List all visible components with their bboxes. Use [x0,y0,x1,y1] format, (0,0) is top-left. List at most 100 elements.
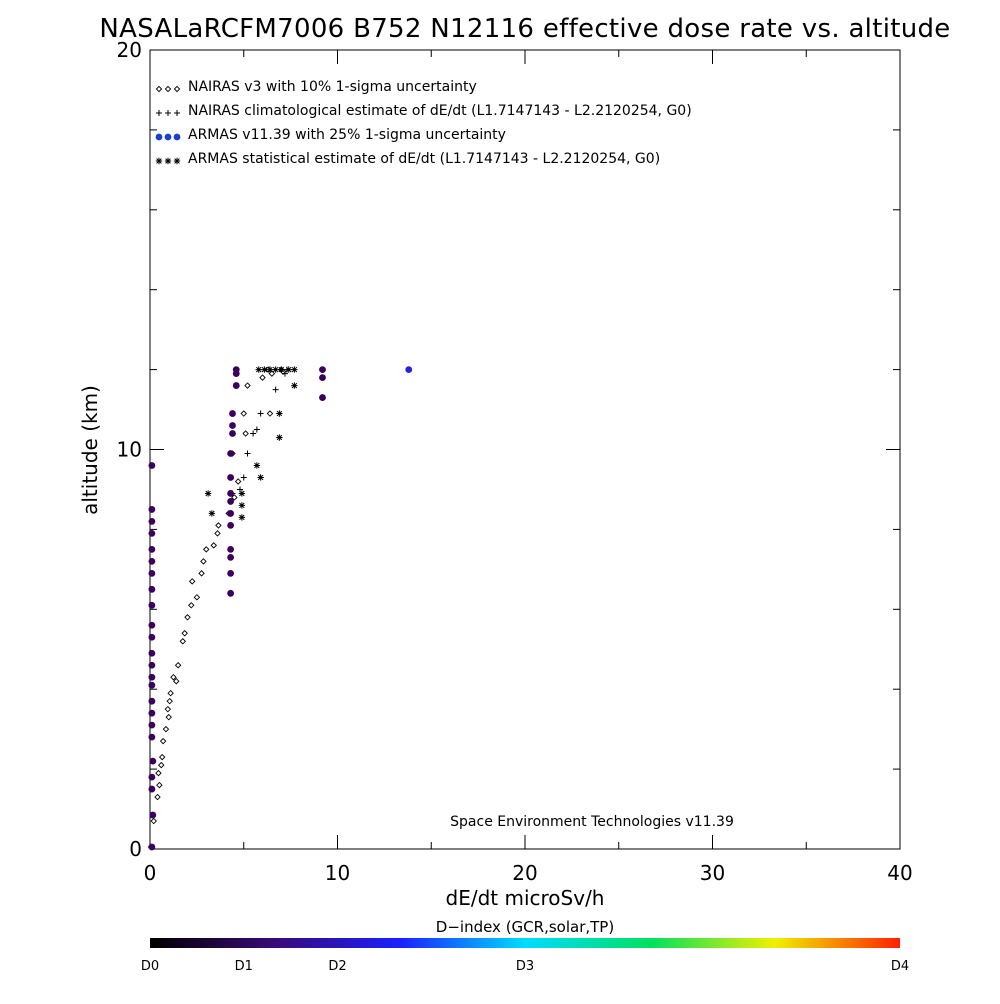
data-point [227,522,235,529]
data-point [227,569,235,577]
data-point [227,553,235,561]
data-point [227,545,235,553]
data-point [242,430,249,437]
data-point [255,366,262,373]
data-point [227,474,235,481]
data-point [227,498,235,505]
data-point [227,589,235,597]
data-point [203,546,210,553]
colorbar-ticks: D0 D1 D2 D3 D4 [141,959,909,974]
data-point [148,545,156,553]
data-point [188,578,196,585]
data-point [193,594,201,601]
data-point [282,370,288,377]
y-axis-ticks: 0 10 20 [117,38,900,861]
data-point [231,494,238,501]
legend-entry-label: NAIRAS v3 with 10% 1-sigma uncertainty [188,79,477,95]
legend-entry-label: ARMAS v11.39 with 25% 1-sigma uncertaint… [188,127,506,143]
data-point [405,366,413,373]
x-tick-label: 10 [325,861,350,885]
data-point [159,737,167,745]
data-point [232,366,240,373]
plot-frame [149,49,901,850]
y-tick-label: 20 [117,38,142,62]
data-point [285,366,292,373]
data-point [154,793,161,801]
chart-title: NASALaRCFM7006 B752 N12116 effective dos… [99,14,950,44]
data-point [244,450,251,457]
data-point [276,434,283,441]
y-tick-label: 0 [129,837,142,861]
legend-marker [155,133,163,141]
data-point [227,490,235,497]
data-point [214,530,221,537]
data-point [259,374,266,381]
data-point [162,725,170,733]
data-point [240,474,247,481]
data-point [174,661,182,669]
legend-marker [164,133,172,141]
data-point [272,366,279,373]
data-point [148,518,156,525]
data-point [148,557,156,565]
data-point [164,705,172,713]
legend-marker [173,157,181,165]
data-point [165,713,172,721]
data-point [227,510,235,517]
data-point [148,529,156,537]
credit-label: Space Environment Technologies v11.39 [450,814,734,830]
y-axis-label: altitude (km) [78,385,102,515]
data-point [204,490,212,497]
data-point [150,817,157,825]
legend: NAIRAS v3 with 10% 1-sigma uncertainty NA… [155,79,692,167]
data-point [148,673,156,681]
data-point [148,681,156,689]
data-point [208,510,216,517]
data-point [148,506,156,513]
data-point [319,374,326,381]
legend-marker [164,85,172,93]
data-points [147,366,413,851]
data-point [215,522,222,529]
data-point [170,673,177,681]
data-point [229,430,236,437]
colorbar [150,938,900,948]
data-point [188,602,195,609]
data-point [148,569,156,577]
data-point [158,753,166,761]
colorbar-tick-label: D0 [141,959,159,974]
data-point [276,410,283,417]
data-point [253,426,260,433]
data-point [272,386,279,393]
data-point [253,462,261,469]
data-point [229,410,236,417]
legend-entry-label: NAIRAS climatological estimate of dE/dt … [188,103,692,119]
data-point [167,689,174,697]
data-point [156,781,163,789]
x-axis-label: dE/dt microSv/h [446,886,605,910]
data-point [148,462,156,469]
data-point [158,761,165,769]
x-tick-label: 20 [512,861,537,885]
data-point [155,769,162,777]
data-point [227,450,235,457]
legend-marker [164,157,172,165]
x-tick-label: 0 [144,861,157,885]
data-point [148,733,156,741]
data-point [149,757,157,765]
data-point [238,502,246,509]
legend-marker [156,110,162,116]
data-point [257,410,264,417]
legend-marker [165,110,171,116]
data-point [266,366,274,373]
legend-entry-label: ARMAS statistical estimate of dE/dt (L1.… [188,151,660,167]
data-point [198,570,205,577]
data-point [250,430,257,437]
data-point [148,843,156,851]
data-point [148,697,156,705]
colorbar-title: D−index (GCR,solar,TP) [436,918,614,936]
data-point [173,677,180,685]
legend-marker [173,133,181,141]
data-point [240,410,247,417]
data-point [148,661,156,669]
